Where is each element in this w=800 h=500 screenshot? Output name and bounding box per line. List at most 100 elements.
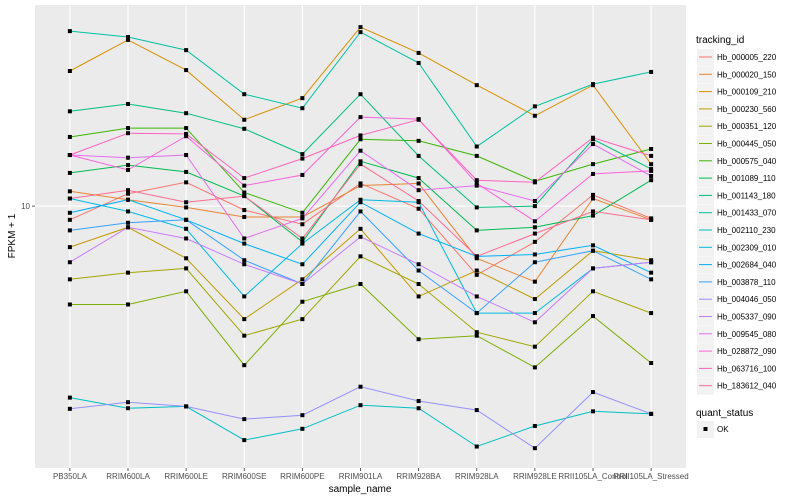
data-point bbox=[126, 101, 130, 106]
data-point bbox=[591, 162, 595, 167]
legend-item: Hb_183612_040 bbox=[697, 377, 777, 395]
legend-label: Hb_004046_050 bbox=[717, 295, 777, 304]
data-point bbox=[67, 277, 72, 282]
data-point bbox=[591, 171, 595, 176]
data-point bbox=[474, 268, 479, 273]
data-point bbox=[242, 208, 247, 213]
data-point bbox=[300, 262, 305, 267]
data-point bbox=[591, 135, 595, 140]
data-point bbox=[358, 148, 363, 153]
data-point bbox=[67, 406, 72, 411]
data-point bbox=[474, 178, 479, 183]
data-point bbox=[358, 183, 363, 188]
data-point bbox=[300, 152, 305, 157]
data-point bbox=[649, 277, 654, 282]
data-point bbox=[358, 133, 363, 138]
data-point bbox=[67, 260, 72, 265]
data-point bbox=[300, 172, 305, 177]
data-point bbox=[67, 134, 72, 139]
data-point bbox=[532, 260, 537, 265]
point-legend-item: OK bbox=[697, 421, 729, 438]
data-point bbox=[649, 162, 654, 167]
data-point bbox=[358, 181, 363, 186]
data-point bbox=[67, 302, 72, 307]
x-tick-label: RRIM928LE bbox=[513, 472, 557, 481]
data-point bbox=[591, 390, 595, 395]
x-tick-label: RRIM600PE bbox=[280, 472, 324, 481]
data-point bbox=[532, 239, 537, 244]
legend-item: Hb_000351_120 bbox=[697, 118, 777, 136]
legend-item: Hb_000109_210 bbox=[697, 83, 777, 101]
data-point bbox=[591, 289, 595, 294]
data-point bbox=[416, 406, 421, 411]
legend-item: Hb_002110_230 bbox=[697, 222, 776, 239]
legend-item: Hb_001089_110 bbox=[697, 170, 776, 188]
data-point bbox=[591, 314, 595, 319]
data-point bbox=[300, 156, 305, 161]
legend-item: Hb_009545_080 bbox=[697, 325, 777, 343]
data-point bbox=[184, 200, 189, 205]
data-point bbox=[300, 413, 305, 418]
data-point bbox=[591, 196, 595, 201]
data-point bbox=[591, 209, 595, 214]
data-point bbox=[532, 344, 537, 349]
data-point bbox=[532, 297, 537, 302]
data-point bbox=[591, 243, 595, 248]
data-point bbox=[300, 106, 305, 111]
data-point bbox=[474, 153, 479, 158]
data-point bbox=[474, 181, 479, 186]
data-point bbox=[242, 190, 247, 195]
data-point bbox=[532, 252, 537, 257]
data-point bbox=[474, 144, 479, 149]
data-point bbox=[416, 176, 421, 181]
data-point bbox=[242, 92, 247, 97]
data-point bbox=[358, 234, 363, 239]
legend-item: Hb_000020_150 bbox=[697, 66, 777, 84]
data-point bbox=[649, 360, 654, 365]
data-point bbox=[416, 281, 421, 286]
data-point bbox=[474, 294, 479, 299]
x-tick-label: RRII105LA_Control bbox=[558, 472, 628, 481]
data-point bbox=[67, 217, 72, 222]
data-point bbox=[532, 365, 537, 370]
data-point bbox=[242, 363, 247, 368]
data-point bbox=[416, 188, 421, 193]
data-point bbox=[126, 270, 130, 275]
legend-label: OK bbox=[717, 425, 729, 434]
point-legend-items: OK bbox=[697, 421, 729, 438]
x-tick-label: RRIM600SE bbox=[222, 472, 266, 481]
data-point bbox=[591, 248, 595, 253]
legend-label: Hb_002309_010 bbox=[717, 243, 777, 252]
data-point bbox=[300, 426, 305, 431]
legend-label: Hb_001143_180 bbox=[717, 191, 776, 200]
data-point bbox=[416, 153, 421, 158]
data-point bbox=[358, 254, 363, 259]
data-point bbox=[416, 60, 421, 65]
x-axis: PB350LA RRIM600LA RRIM600LE RRIM600SE RRIM60… bbox=[53, 468, 689, 481]
data-point bbox=[300, 277, 305, 282]
square-point-icon bbox=[703, 427, 708, 431]
data-point bbox=[184, 134, 189, 139]
y-axis-title: FPKM + 1 bbox=[7, 213, 18, 258]
data-point bbox=[126, 225, 130, 230]
data-point bbox=[649, 411, 654, 416]
data-point bbox=[591, 82, 595, 87]
data-point bbox=[532, 320, 537, 325]
data-point bbox=[474, 205, 479, 210]
legend-label: Hb_028872_090 bbox=[717, 347, 777, 356]
legend-item: Hb_002684_040 bbox=[697, 256, 777, 274]
data-point bbox=[532, 311, 537, 316]
legend-label: Hb_000005_220 bbox=[717, 53, 777, 62]
data-point bbox=[532, 104, 537, 109]
data-point bbox=[126, 197, 130, 202]
data-point bbox=[474, 444, 479, 449]
data-point bbox=[242, 417, 247, 422]
data-point bbox=[184, 68, 189, 73]
data-point bbox=[416, 206, 421, 211]
data-point bbox=[358, 162, 363, 167]
data-point bbox=[67, 228, 72, 233]
data-point bbox=[416, 262, 421, 267]
data-point bbox=[474, 408, 479, 413]
data-point bbox=[184, 289, 189, 294]
data-point bbox=[300, 299, 305, 304]
